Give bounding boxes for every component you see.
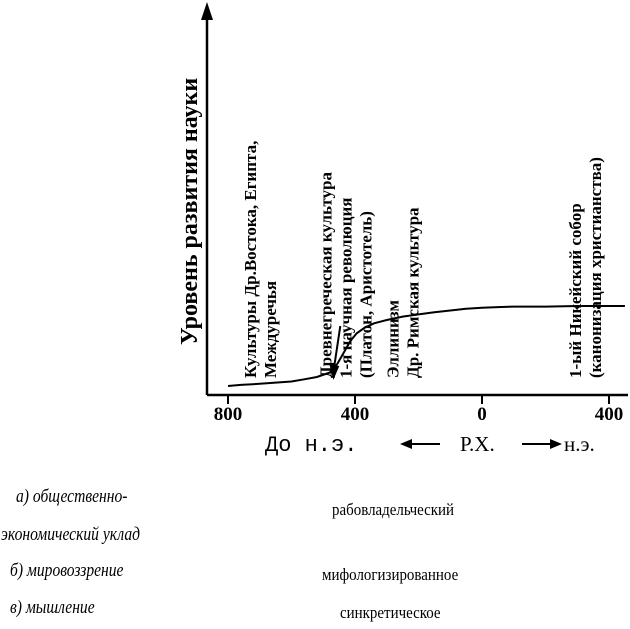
row-value-b: мифологизированное xyxy=(322,565,459,584)
row-value-a: рабовладельческий xyxy=(332,500,455,519)
x-tick-label-1: 400 xyxy=(341,404,370,425)
row-label-a-line2: экономический уклад xyxy=(1,524,141,545)
annotations: Культуры Др.Востока, Египта, Междуречья Др… xyxy=(241,141,605,380)
x-ticks: 800 400 0 400 xyxy=(214,395,624,425)
caption-center: Р.Х. xyxy=(460,432,495,456)
caption-arrow-left-head xyxy=(400,439,412,449)
axis-caption: До н.э. Р.Х. н.э. xyxy=(265,432,595,458)
row-label-a-line1: а) общественно- xyxy=(16,486,128,507)
annotation-1-arrow xyxy=(333,325,342,367)
annotation-0-line-0: Культуры Др.Востока, Египта, xyxy=(241,141,260,378)
annotation-3-line-1: (канонизация христианства) xyxy=(586,157,605,378)
caption-after: н.э. xyxy=(564,432,595,456)
x-tick-label-3: 400 xyxy=(595,404,624,425)
annotation-0-line-1: Междуречья xyxy=(261,281,280,378)
x-tick-label-0: 800 xyxy=(214,404,243,425)
caption-arrow-right-head xyxy=(550,439,562,449)
annotation-1-line-0: Древнегреческая культура xyxy=(317,172,336,378)
annotation-2-line-1: Др. Римская культура xyxy=(404,207,423,378)
caption-before: До н.э. xyxy=(265,433,357,458)
chart: 800 400 0 400 Культуры Др.Востока, Египта, М… xyxy=(177,2,628,458)
annotation-1-line-2: (Платон, Аристотель) xyxy=(357,211,376,378)
x-tick-label-2: 0 xyxy=(477,404,487,425)
annotation-3-line-0: 1-ый Никейский собор xyxy=(566,203,585,378)
annotation-1-line-1: 1-я научная революция xyxy=(337,197,356,378)
y-axis-label-layer: Уровень развития науки xyxy=(177,78,203,345)
row-label-b: б) мировоззрение xyxy=(10,560,124,581)
row-value-c: синкретическое xyxy=(340,603,441,622)
y-axis-label: Уровень развития науки xyxy=(177,78,203,345)
y-axis-arrow xyxy=(201,2,213,20)
curve-layer xyxy=(227,305,625,387)
axes xyxy=(201,2,628,397)
annotation-2-line-0: Эллинизм xyxy=(384,300,403,378)
row-label-c: в) мышление xyxy=(10,597,95,618)
annotation-1-arrow-head xyxy=(329,364,340,380)
series-line xyxy=(227,305,625,387)
